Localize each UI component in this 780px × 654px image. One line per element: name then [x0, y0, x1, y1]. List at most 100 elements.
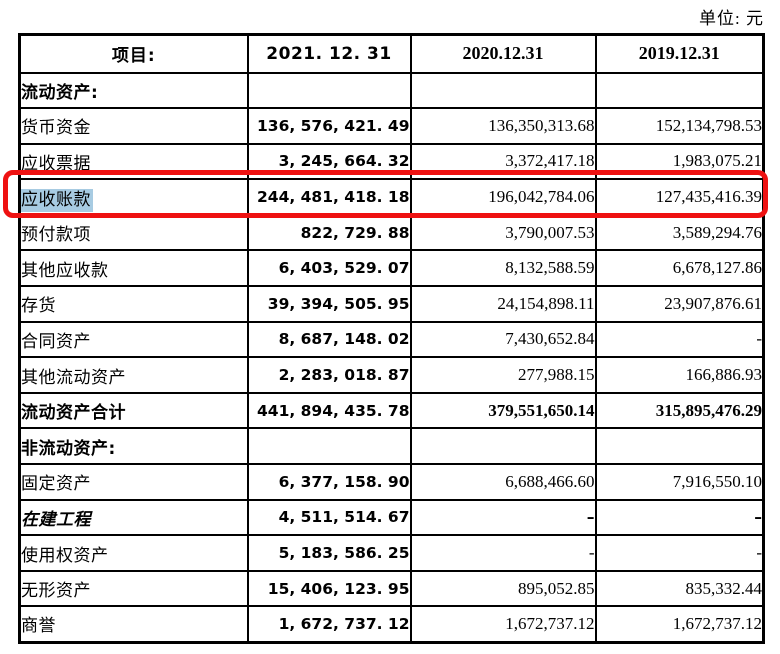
value-cell-2020: 136,350,313.68 — [409, 107, 597, 145]
value-cell-2019: 127,435,416.39 — [594, 178, 765, 216]
value-cell-2020: 379,551,650.14 — [409, 391, 597, 430]
table-row: 商誉 1, 672, 737. 12 1,672,737.12 1,672,737.1… — [18, 605, 765, 643]
value-cell-2020: 7,430,652.84 — [409, 320, 597, 359]
row-label: 无形资产 — [21, 581, 91, 602]
table-row: 货币资金 136, 576, 421. 49 136,350,313.68 152,1… — [18, 107, 765, 145]
row-label-cell: 固定资产 — [18, 463, 249, 501]
table-body: 流动资产: 货币资金 136, 576, 421. 49 136,350,313.68… — [18, 71, 765, 643]
value-cell-2019: 3,589,294.76 — [594, 213, 765, 252]
value-cell-2020: 8,132,588.59 — [409, 249, 597, 288]
value-cell-2021: 2, 283, 018. 87 — [246, 356, 412, 394]
value-cell-2019: 152,134,798.53 — [594, 107, 765, 145]
value-cell-2021: 136, 576, 421. 49 — [246, 107, 412, 145]
table-row: 其他应收款 6, 403, 529. 07 8,132,588.59 6,678,12… — [18, 249, 765, 288]
value-cell-2019: 23,907,876.61 — [594, 285, 765, 323]
value-cell-2021: 441, 894, 435. 78 — [246, 391, 412, 430]
header-2020: 2020.12.31 — [409, 33, 597, 74]
value-cell-2021: 6, 403, 529. 07 — [246, 249, 412, 288]
value-cell-2021: 822, 729. 88 — [246, 213, 412, 252]
row-label: 其他流动资产 — [21, 367, 126, 388]
financial-table: 项目: 2021. 12. 31 2020.12.31 2019.12.31 流… — [18, 33, 765, 644]
table-row: 预付款项 822, 729. 88 3,790,007.53 3,589,294.76 — [18, 213, 765, 252]
row-label-cell: 预付款项 — [18, 213, 249, 252]
value-cell-2020: – — [409, 498, 597, 537]
row-label-cell: 其他应收款 — [18, 249, 249, 288]
table-row: 其他流动资产 2, 283, 018. 87 277,988.15 166,886.9… — [18, 356, 765, 394]
value-cell-2021: 15, 406, 123. 95 — [246, 569, 412, 608]
value-cell-2019: 166,886.93 — [594, 356, 765, 394]
row-label: 商誉 — [21, 616, 56, 637]
row-label: 在建工程 — [21, 509, 91, 530]
table-row: 在建工程 4, 511, 514. 67– – — [18, 498, 765, 537]
row-label-cell: 在建工程 — [18, 498, 249, 537]
value-cell-2021 — [246, 71, 412, 110]
row-label: 货币资金 — [21, 118, 91, 139]
value-cell-2021 — [246, 427, 412, 466]
table-row: 应收账款 244, 481, 418. 18 196,042,784.06 127,4… — [18, 178, 765, 216]
row-label-cell: 货币资金 — [18, 107, 249, 145]
row-label-cell: 使用权资产 — [18, 534, 249, 572]
value-cell-2020: 3,372,417.18 — [409, 142, 597, 181]
value-cell-2019: - — [594, 320, 765, 359]
value-cell-2019: – — [594, 498, 765, 537]
table-row: 非流动资产: — [18, 427, 765, 466]
table-row: 流动资产: — [18, 71, 765, 110]
row-label: 使用权资产 — [21, 545, 109, 566]
row-label: 固定资产 — [21, 474, 91, 495]
table-header: 项目: 2021. 12. 31 2020.12.31 2019.12.31 — [18, 33, 765, 74]
value-cell-2020: 24,154,898.11 — [409, 285, 597, 323]
value-cell-2021: 5, 183, 586. 25 — [246, 534, 412, 572]
row-label: 预付款项 — [21, 225, 91, 246]
table-row: 流动资产合计 441, 894, 435. 78 379,551,650.14 315… — [18, 391, 765, 430]
row-label-cell: 应收账款 — [18, 178, 249, 216]
table-row: 无形资产 15, 406, 123. 95 895,052.85 835,332.44 — [18, 569, 765, 608]
value-cell-2020: 6,688,466.60 — [409, 463, 597, 501]
value-cell-2019: 1,672,737.12 — [594, 605, 765, 643]
row-label-cell: 无形资产 — [18, 569, 249, 608]
value-cell-2021: 39, 394, 505. 95 — [246, 285, 412, 323]
header-2021: 2021. 12. 31 — [246, 33, 412, 74]
value-cell-2019: 7,916,550.10 — [594, 463, 765, 501]
value-cell-2020: 895,052.85 — [409, 569, 597, 608]
row-label-cell: 流动资产: — [18, 71, 249, 110]
row-label-cell: 应收票据 — [18, 142, 249, 181]
table-row: 合同资产 8, 687, 148. 02 7,430,652.84- — [18, 320, 765, 359]
header-item-column: 项目: — [18, 33, 249, 74]
value-cell-2021: 1, 672, 737. 12 — [246, 605, 412, 643]
value-cell-2021: 244, 481, 418. 18 — [246, 178, 412, 216]
row-label-cell: 商誉 — [18, 605, 249, 643]
table-row: 存货 39, 394, 505. 95 24,154,898.11 23,907,87… — [18, 285, 765, 323]
value-cell-2019 — [594, 71, 765, 110]
header-2019: 2019.12.31 — [594, 33, 765, 74]
value-cell-2020: - — [409, 534, 597, 572]
row-label-cell: 非流动资产: — [18, 427, 249, 466]
value-cell-2020: 196,042,784.06 — [409, 178, 597, 216]
table-row: 固定资产 6, 377, 158. 90 6,688,466.60 7,916,550… — [18, 463, 765, 501]
table-row: 应收票据 3, 245, 664. 32 3,372,417.18 1,983,075… — [18, 142, 765, 181]
row-label-cell: 存货 — [18, 285, 249, 323]
value-cell-2019: - — [594, 534, 765, 572]
selected-text-highlight: 应收账款 — [21, 188, 93, 212]
value-cell-2020 — [409, 71, 597, 110]
value-cell-2021: 6, 377, 158. 90 — [246, 463, 412, 501]
value-cell-2020 — [409, 427, 597, 466]
value-cell-2019: 315,895,476.29 — [594, 391, 765, 430]
value-cell-2021: 4, 511, 514. 67 — [246, 498, 412, 537]
row-label: 存货 — [21, 296, 56, 317]
header-row: 项目: 2021. 12. 31 2020.12.31 2019.12.31 — [18, 33, 765, 74]
row-label-cell: 流动资产合计 — [18, 391, 249, 430]
row-label: 其他应收款 — [21, 260, 109, 281]
value-cell-2019: 835,332.44 — [594, 569, 765, 608]
value-cell-2021: 8, 687, 148. 02 — [246, 320, 412, 359]
value-cell-2020: 277,988.15 — [409, 356, 597, 394]
value-cell-2019: 1,983,075.21 — [594, 142, 765, 181]
row-label: 合同资产 — [21, 331, 91, 352]
value-cell-2021: 3, 245, 664. 32 — [246, 142, 412, 181]
table-row: 使用权资产 5, 183, 586. 25- - — [18, 534, 765, 572]
value-cell-2019: 6,678,127.86 — [594, 249, 765, 288]
row-label: 应收票据 — [21, 153, 91, 174]
value-cell-2019 — [594, 427, 765, 466]
value-cell-2020: 1,672,737.12 — [409, 605, 597, 643]
row-label: 流动资产合计 — [21, 403, 126, 424]
